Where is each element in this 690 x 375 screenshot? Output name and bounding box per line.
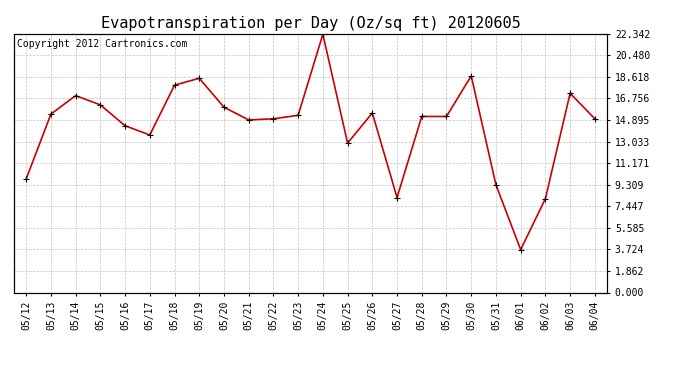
Text: Copyright 2012 Cartronics.com: Copyright 2012 Cartronics.com	[17, 39, 187, 49]
Title: Evapotranspiration per Day (Oz/sq ft) 20120605: Evapotranspiration per Day (Oz/sq ft) 20…	[101, 16, 520, 31]
